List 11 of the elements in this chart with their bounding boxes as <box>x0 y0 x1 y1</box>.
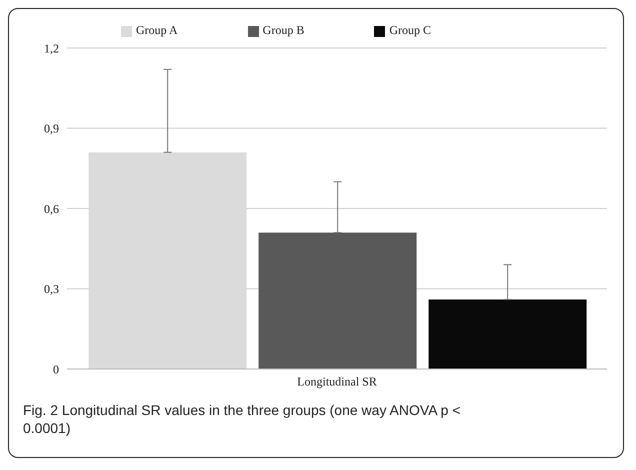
legend-label: Group B <box>262 23 304 37</box>
legend-label: Group A <box>136 23 178 37</box>
caption: Fig. 2 Longitudinal SR values in the three groups (one way ANOVA p < 0.0001) <box>23 401 462 437</box>
card-frame: Group A Group B Group C Longitudinal SR 0 0,3 0,6 0,9 1,2 Fig. 2 Longitudinal SR values in the three groups (one way ANOVA p < 0.0001) <box>8 8 624 458</box>
y-tick-label: 0,3 <box>44 282 59 296</box>
y-tick-label: 0,9 <box>44 122 59 136</box>
y-tick-label: 0,6 <box>44 202 59 216</box>
legend-label: Group C <box>389 23 431 37</box>
x-tick-label: Longitudinal SR <box>297 374 377 389</box>
y-tick-label: 0 <box>53 362 59 376</box>
y-tick-label: 1,2 <box>44 41 59 56</box>
